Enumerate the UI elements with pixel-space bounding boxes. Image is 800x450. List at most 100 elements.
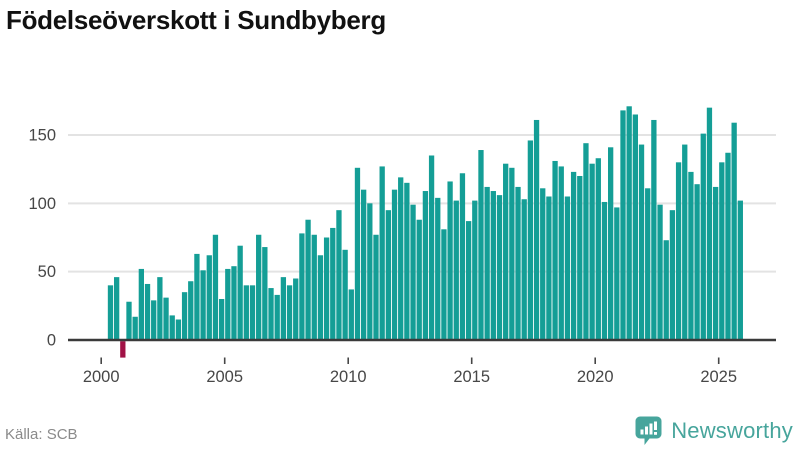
bar-2004-Q1 (200, 270, 206, 340)
bar-2019-Q3 (583, 143, 589, 340)
bar-2025-Q4 (737, 200, 743, 340)
bar-2004-Q2 (206, 255, 212, 340)
bar-2008-Q4 (317, 255, 324, 340)
bar-2015-Q3 (484, 186, 490, 340)
bar-2011-Q1 (373, 234, 379, 340)
bar-2011-Q3 (385, 210, 391, 340)
bar-2000-Q3 (114, 277, 120, 340)
bar-2007-Q1 (274, 294, 280, 340)
bar-2010-Q2 (354, 167, 361, 340)
x-tick-label-2025: 2025 (700, 368, 737, 386)
y-tick-label-150: 150 (28, 126, 56, 144)
bar-2012-Q2 (404, 182, 410, 340)
bar-2009-Q1 (323, 237, 330, 340)
bar-2023-Q2 (675, 162, 682, 340)
bar-2002-Q4 (169, 315, 175, 340)
bar-2019-Q1 (570, 171, 577, 340)
y-tick-label-50: 50 (38, 263, 56, 281)
bar-2001-Q2 (132, 316, 138, 340)
birth-surplus-bar-chart: 2000 2005 2010 2015 2020 2025 0 50 100 150 (28, 106, 776, 386)
bar-2022-Q2 (651, 119, 657, 340)
bar-2022-Q1 (645, 188, 651, 340)
bar-2005-Q2 (231, 266, 237, 340)
bar-2000-Q2 (107, 285, 114, 340)
bar-2001-Q4 (144, 283, 151, 340)
bar-2016-Q4 (515, 186, 521, 340)
bar-2012-Q3 (410, 204, 416, 340)
bar-2017-Q2 (527, 140, 534, 340)
bar-2008-Q3 (311, 234, 317, 340)
bar-2018-Q1 (546, 196, 552, 340)
bar-2013-Q2 (428, 155, 435, 340)
bar-2001-Q1 (126, 301, 132, 340)
bar-2016-Q3 (509, 167, 515, 340)
bar-2019-Q4 (589, 163, 595, 340)
bar-2015-Q4 (490, 191, 496, 340)
bar-2006-Q3 (262, 247, 268, 340)
bar-2004-Q4 (218, 298, 225, 340)
x-tick-label-2005: 2005 (206, 368, 243, 386)
page-title: Födelseöverskott i Sundbyberg (6, 5, 386, 35)
bar-2024-Q3 (706, 107, 713, 340)
bar-2005-Q1 (225, 268, 231, 340)
y-tick-label-100: 100 (28, 195, 56, 213)
bar-2018-Q4 (564, 196, 571, 340)
y-tick-label-0: 0 (47, 332, 56, 350)
bar-2017-Q1 (521, 199, 527, 340)
bar-2019-Q2 (577, 175, 583, 340)
bar-2021-Q4 (638, 144, 645, 340)
bar-2003-Q3 (188, 281, 194, 340)
bar-2013-Q4 (441, 229, 447, 340)
bar-2015-Q2 (478, 150, 484, 340)
bar-2005-Q3 (237, 245, 243, 340)
bar-2006-Q4 (268, 288, 274, 340)
bar-2010-Q3 (361, 189, 367, 340)
bar-2021-Q2 (626, 106, 632, 340)
bar-2024-Q1 (694, 184, 700, 340)
bar-2020-Q4 (614, 207, 620, 340)
bar-2010-Q4 (367, 203, 373, 340)
bar-2014-Q2 (453, 200, 459, 340)
bar-2012-Q4 (416, 219, 422, 340)
bar-2002-Q2 (157, 277, 163, 340)
bar-2006-Q2 (256, 234, 262, 340)
bar-2017-Q3 (533, 119, 540, 340)
bar-2018-Q3 (558, 166, 564, 340)
bar-2023-Q3 (682, 144, 688, 340)
bar-2020-Q1 (595, 158, 601, 340)
x-tick-label-2020: 2020 (577, 368, 614, 386)
bar-2024-Q4 (712, 186, 719, 340)
bar-2014-Q4 (465, 221, 472, 340)
newsworthy-logo-text: Newsworthy (671, 417, 793, 443)
bar-2025-Q1 (719, 162, 725, 340)
bar-2001-Q3 (138, 268, 144, 340)
bar-2014-Q3 (459, 173, 466, 340)
x-tick-label-2010: 2010 (330, 368, 367, 386)
bar-2013-Q3 (435, 197, 441, 340)
bar-2003-Q1 (175, 319, 182, 340)
bar-2013-Q1 (422, 191, 429, 340)
bar-2025-Q2 (725, 152, 731, 340)
bar-2009-Q3 (336, 210, 342, 340)
bar-2009-Q4 (342, 249, 348, 340)
bar-2023-Q1 (669, 210, 676, 340)
bar-2002-Q1 (151, 300, 157, 340)
newsworthy-logo: Newsworthy (634, 415, 793, 446)
bar-2002-Q3 (163, 297, 169, 340)
bar-2012-Q1 (398, 177, 404, 340)
bar-2016-Q1 (496, 195, 503, 340)
bar-2008-Q1 (299, 233, 305, 340)
bar-2014-Q1 (447, 181, 453, 340)
bar-2003-Q2 (181, 292, 188, 340)
bar-2007-Q4 (293, 278, 299, 340)
bar-2011-Q2 (379, 166, 385, 340)
bar-2021-Q3 (632, 114, 638, 340)
bar-2018-Q2 (552, 160, 558, 340)
bar-2017-Q4 (540, 188, 546, 340)
bar-2000-Q4 (120, 341, 126, 358)
bar-2007-Q3 (286, 285, 293, 340)
bar-2025-Q3 (731, 122, 737, 340)
bar-2010-Q1 (348, 289, 354, 340)
x-tick-label-2000: 2000 (83, 368, 120, 386)
